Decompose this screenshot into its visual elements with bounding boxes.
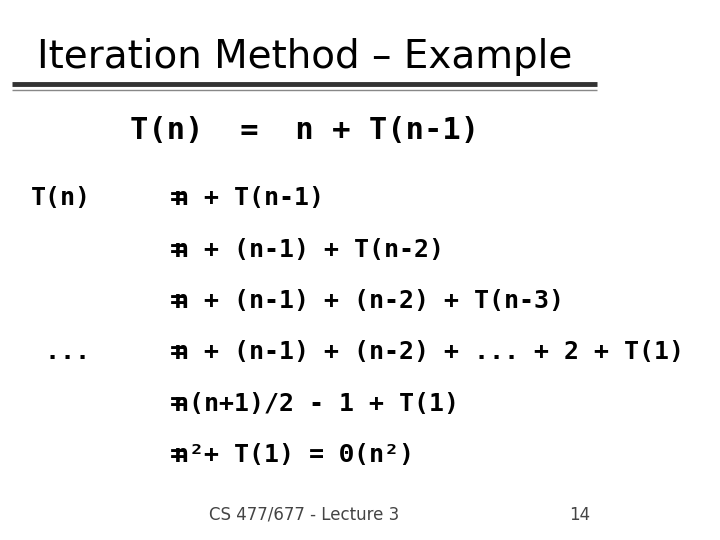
Text: =: =: [156, 340, 200, 364]
Text: n + T(n-1): n + T(n-1): [174, 186, 323, 210]
Text: ...: ...: [30, 340, 105, 364]
Text: CS 477/677 - Lecture 3: CS 477/677 - Lecture 3: [210, 506, 400, 524]
Text: n(n+1)/2 - 1 + T(1): n(n+1)/2 - 1 + T(1): [174, 392, 459, 415]
Text: =: =: [156, 443, 200, 467]
Text: =: =: [156, 392, 200, 415]
Text: n + (n-1) + (n-2) + T(n-3): n + (n-1) + (n-2) + T(n-3): [174, 289, 564, 313]
Text: =: =: [156, 289, 200, 313]
Text: T(n)  =  n + T(n-1): T(n) = n + T(n-1): [130, 116, 479, 145]
Text: n + (n-1) + T(n-2): n + (n-1) + T(n-2): [174, 238, 444, 261]
Text: n²+ T(1) = Θ(n²): n²+ T(1) = Θ(n²): [174, 443, 413, 467]
Text: =: =: [156, 186, 200, 210]
Text: =: =: [156, 238, 200, 261]
Text: T(n): T(n): [30, 186, 91, 210]
Text: 14: 14: [570, 506, 590, 524]
Text: Iteration Method – Example: Iteration Method – Example: [37, 38, 572, 76]
Text: n + (n-1) + (n-2) + ... + 2 + T(1): n + (n-1) + (n-2) + ... + 2 + T(1): [174, 340, 683, 364]
